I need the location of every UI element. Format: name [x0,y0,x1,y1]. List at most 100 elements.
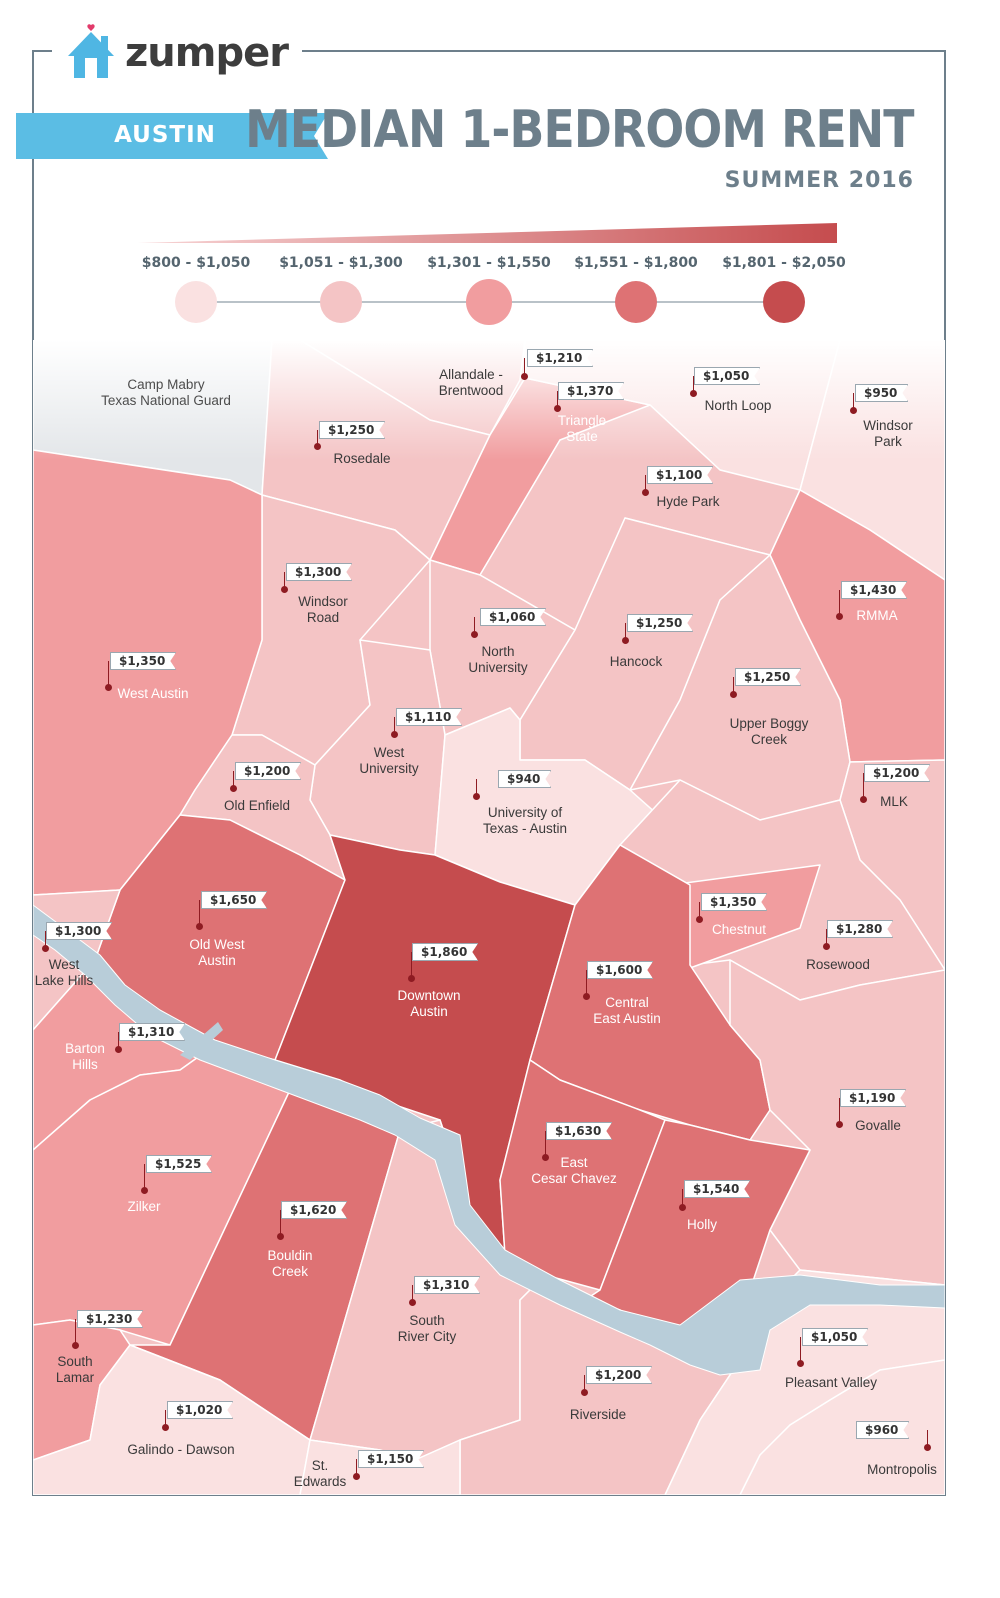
label-holly[interactable]: Holly [686,1217,718,1232]
price-tag-north-university[interactable]: $1,060 [480,608,546,626]
label-montropolis[interactable]: Montropolis [867,1462,937,1477]
pole-east-cesar [545,1131,546,1157]
pin-riverside [581,1389,588,1396]
label-zilker[interactable]: Zilker [127,1199,161,1214]
region-montropolis [739,1359,945,1495]
label-west-lake-hills[interactable]: West Lake Hills [34,957,94,988]
price-tag-govalle[interactable]: $1,190 [840,1089,906,1107]
label-south-river[interactable]: South River City [397,1313,457,1344]
label-downtown[interactable]: Downtown Austin [397,988,461,1019]
pin-chestnut [696,916,703,923]
label-west-university[interactable]: West University [359,745,419,776]
pin-west-university [391,731,398,738]
price-tag-old-enfield[interactable]: $1,200 [235,762,301,780]
label-rmma[interactable]: RMMA [856,608,898,623]
price-tag-riverside[interactable]: $1,200 [586,1366,652,1384]
pole-mlk [863,773,864,799]
pin-bouldin [277,1233,284,1240]
label-mlk[interactable]: MLK [880,794,908,809]
price-tag-rmma[interactable]: $1,430 [841,581,907,599]
label-central-east[interactable]: Central East Austin [593,995,661,1026]
pin-north-loop [690,390,697,397]
label-st-edwards[interactable]: St. Edwards [293,1458,347,1489]
label-east-cesar[interactable]: East Cesar Chavez [531,1155,617,1186]
price-tag-south-river[interactable]: $1,310 [414,1276,480,1294]
label-govalle[interactable]: Govalle [855,1118,901,1133]
label-riverside[interactable]: Riverside [569,1407,627,1422]
label-barton-hills[interactable]: Barton Hills [65,1041,105,1072]
river [33,904,945,1376]
price-tag-west-university[interactable]: $1,110 [396,708,462,726]
price-tag-windsor-park[interactable]: $950 [855,384,908,402]
price-tag-barton-hills[interactable]: $1,310 [119,1023,185,1041]
pin-windsor-park [850,407,857,414]
pin-montropolis [924,1444,931,1451]
legend-label-4: $1,551 - $1,800 [574,255,698,271]
price-tag-windsor-road[interactable]: $1,300 [286,563,352,581]
price-tag-north-loop[interactable]: $1,050 [694,367,760,385]
label-north-university[interactable]: North University [468,644,528,675]
price-tag-mlk[interactable]: $1,200 [864,764,930,782]
price-tag-hancock[interactable]: $1,250 [627,614,693,632]
label-galindo[interactable]: Galindo - Dawson [127,1442,235,1457]
label-pleasant-valley[interactable]: Pleasant Valley [784,1375,878,1390]
label-ut-austin[interactable]: University of Texas - Austin [482,805,568,836]
label-windsor-road[interactable]: Windsor Road [298,594,348,625]
price-tag-rosewood[interactable]: $1,280 [827,920,893,938]
label-old-west-austin[interactable]: Old West Austin [189,937,245,968]
pin-pleasant-valley [797,1360,804,1367]
label-rosedale[interactable]: Rosedale [333,451,391,466]
price-tag-east-cesar[interactable]: $1,630 [546,1122,612,1140]
label-allandale[interactable]: Allandale - Brentwood [438,367,504,398]
pin-north-university [471,631,478,638]
label-west-austin[interactable]: West Austin [117,686,189,701]
pole-st-edwards [356,1459,357,1476]
pin-rosedale [314,443,321,450]
pole-west-university [394,717,395,734]
price-tag-galindo[interactable]: $1,020 [167,1401,233,1419]
price-tag-hyde-park[interactable]: $1,100 [647,466,713,484]
price-tag-triangle[interactable]: $1,370 [558,382,624,400]
label-hyde-park[interactable]: Hyde Park [656,494,720,509]
price-tag-south-lamar[interactable]: $1,230 [77,1310,143,1328]
price-tag-central-east[interactable]: $1,600 [587,961,653,979]
label-old-enfield[interactable]: Old Enfield [223,798,291,813]
pole-govalle [839,1098,840,1124]
pin-galindo [162,1424,169,1431]
label-bouldin[interactable]: Bouldin Creek [267,1248,313,1279]
label-rosewood[interactable]: Rosewood [806,957,870,972]
label-chestnut[interactable]: Chestnut [711,922,767,937]
label-windsor-park[interactable]: Windsor Park [863,418,913,449]
pole-rosewood [826,929,827,946]
price-tag-upper-boggy[interactable]: $1,250 [735,668,801,686]
label-hancock[interactable]: Hancock [609,654,663,669]
pole-holly [682,1189,683,1207]
price-tag-bouldin[interactable]: $1,620 [281,1201,347,1219]
price-tag-montropolis[interactable]: $960 [856,1421,909,1439]
price-tag-holly[interactable]: $1,540 [684,1180,750,1198]
price-tag-allandale[interactable]: $1,210 [527,349,593,367]
label-south-lamar[interactable]: South Lamar [55,1354,95,1385]
pole-north-loop [693,376,694,393]
pin-st-edwards [353,1473,360,1480]
price-tag-downtown[interactable]: $1,860 [412,943,478,961]
pole-allandale [524,358,525,376]
price-tag-ut-austin[interactable]: $940 [498,770,551,788]
price-tag-st-edwards[interactable]: $1,150 [358,1450,424,1468]
pole-pleasant-valley [800,1337,801,1363]
price-tag-chestnut[interactable]: $1,350 [701,893,767,911]
pin-rmma [836,613,843,620]
price-tag-pleasant-valley[interactable]: $1,050 [802,1328,868,1346]
pole-west-lake-hills [45,931,46,948]
price-tag-old-west-austin[interactable]: $1,650 [201,891,267,909]
price-tag-west-lake-hills[interactable]: $1,300 [46,922,112,940]
label-north-loop[interactable]: North Loop [704,398,772,413]
label-upper-boggy[interactable]: Upper Boggy Creek [729,716,809,747]
pole-triangle [557,391,558,408]
price-tag-rosedale[interactable]: $1,250 [319,421,385,439]
price-tag-zilker[interactable]: $1,525 [146,1155,212,1173]
price-tag-west-austin[interactable]: $1,350 [110,652,176,670]
label-triangle[interactable]: Triangle State [557,413,607,444]
